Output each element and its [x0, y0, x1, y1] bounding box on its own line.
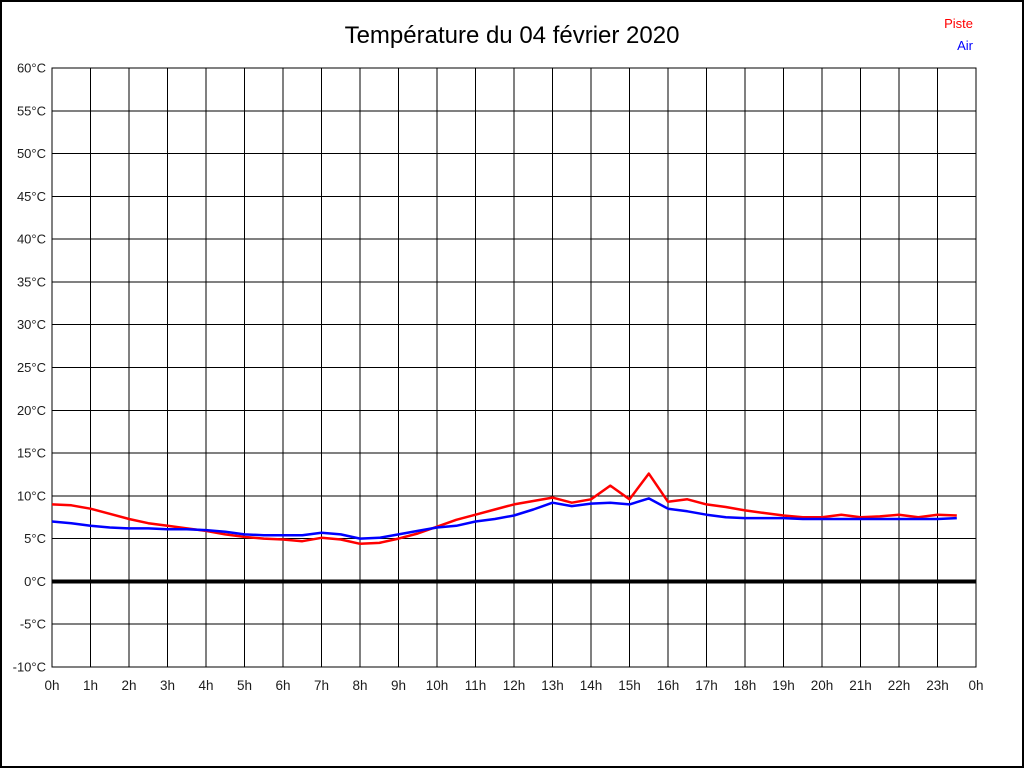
- x-tick-label: 20h: [811, 678, 834, 693]
- x-tick-label: 1h: [83, 678, 98, 693]
- x-tick-label: 6h: [275, 678, 290, 693]
- plot-border: [51, 67, 977, 668]
- x-tick-label: 18h: [734, 678, 757, 693]
- y-tick-label: 20°C: [17, 403, 46, 418]
- legend: Piste Air: [944, 13, 973, 57]
- x-tick-label: 5h: [237, 678, 252, 693]
- x-tick-label: 19h: [772, 678, 795, 693]
- x-tick-label: 23h: [926, 678, 949, 693]
- x-tick-label: 0h: [968, 678, 983, 693]
- series-line-air: [51, 497, 957, 540]
- y-tick-label: 40°C: [17, 232, 46, 247]
- y-tick-label: 10°C: [17, 488, 46, 503]
- y-tick-label: -5°C: [20, 617, 46, 632]
- x-tick-label: 17h: [695, 678, 718, 693]
- series-line-piste: [51, 472, 957, 546]
- x-tick-label: 9h: [391, 678, 406, 693]
- x-tick-label: 22h: [888, 678, 911, 693]
- x-tick-label: 21h: [849, 678, 872, 693]
- y-tick-label: 50°C: [17, 146, 46, 161]
- x-tick-label: 10h: [426, 678, 449, 693]
- y-tick-label: -10°C: [13, 660, 46, 675]
- x-tick-label: 16h: [657, 678, 680, 693]
- chart-title: Température du 04 février 2020: [344, 22, 680, 49]
- x-tick-label: 4h: [198, 678, 213, 693]
- y-tick-label: 15°C: [17, 446, 46, 461]
- y-tick-label: 0°C: [24, 574, 46, 589]
- y-tick-label: 5°C: [24, 531, 46, 546]
- y-tick-label: 30°C: [17, 317, 46, 332]
- x-tick-label: 11h: [465, 678, 487, 693]
- y-tick-label: 45°C: [17, 189, 46, 204]
- y-tick-label: 25°C: [17, 360, 46, 375]
- x-tick-label: 0h: [44, 678, 59, 693]
- legend-item-piste: Piste: [944, 16, 973, 31]
- x-tick-label: 12h: [503, 678, 526, 693]
- y-tick-label: 35°C: [17, 274, 46, 289]
- y-tick-label: 55°C: [17, 103, 46, 118]
- x-tick-label: 8h: [352, 678, 367, 693]
- y-tick-label: 60°C: [17, 61, 46, 76]
- legend-item-air: Air: [957, 38, 973, 53]
- x-tick-label: 7h: [314, 678, 329, 693]
- x-tick-label: 15h: [618, 678, 641, 693]
- x-tick-label: 14h: [580, 678, 603, 693]
- x-tick-label: 13h: [541, 678, 564, 693]
- x-tick-label: 3h: [160, 678, 175, 693]
- x-tick-label: 2h: [121, 678, 136, 693]
